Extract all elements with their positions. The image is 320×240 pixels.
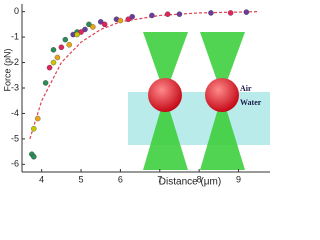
x-tick-label: 9 <box>236 174 241 184</box>
point <box>117 17 124 24</box>
y-tick-label: -6 <box>11 159 19 169</box>
annotation: Water <box>240 98 262 107</box>
y-tick-label: -5 <box>11 133 19 143</box>
y-tick-label: 0 <box>14 6 19 16</box>
point <box>164 11 171 17</box>
illustration: Air Water <box>128 32 270 170</box>
x-tick-label: 8 <box>197 174 202 184</box>
point <box>82 26 88 33</box>
point <box>101 21 108 28</box>
point <box>34 115 41 122</box>
fit-line <box>29 11 259 140</box>
point <box>90 24 96 30</box>
point <box>42 80 49 86</box>
point <box>78 29 84 35</box>
annotation: Air <box>240 84 252 93</box>
point <box>31 125 37 132</box>
point <box>74 31 80 38</box>
x-tick-label: 4 <box>39 174 44 184</box>
point <box>50 47 57 53</box>
point <box>243 9 250 15</box>
point <box>149 12 155 19</box>
sphere <box>205 78 239 112</box>
point <box>125 16 132 23</box>
point <box>129 13 135 20</box>
x-axis-label: Distance (μm) <box>159 177 221 188</box>
point <box>46 64 53 71</box>
x-tick-label: 6 <box>118 174 123 184</box>
y-tick-label: -1 <box>11 31 19 41</box>
y-axis-label: Force (pN) <box>2 48 12 91</box>
point <box>66 41 72 48</box>
point <box>31 153 37 160</box>
x-tick-label: 5 <box>79 174 84 184</box>
point <box>176 11 183 17</box>
point <box>86 21 92 28</box>
sphere <box>148 78 182 112</box>
point <box>227 10 234 16</box>
point <box>62 36 69 43</box>
y-tick-label: -4 <box>11 108 19 118</box>
point <box>58 44 65 51</box>
y-tick-label: -3 <box>11 82 19 92</box>
point <box>50 59 57 66</box>
x-tick-label: 7 <box>157 174 162 184</box>
point <box>97 19 104 25</box>
y-tick-label: -2 <box>11 57 19 67</box>
chart: Air Water Force (pN) Distance (μm) 0 -1 -2… <box>2 4 270 188</box>
point <box>54 54 61 61</box>
point <box>208 10 214 16</box>
